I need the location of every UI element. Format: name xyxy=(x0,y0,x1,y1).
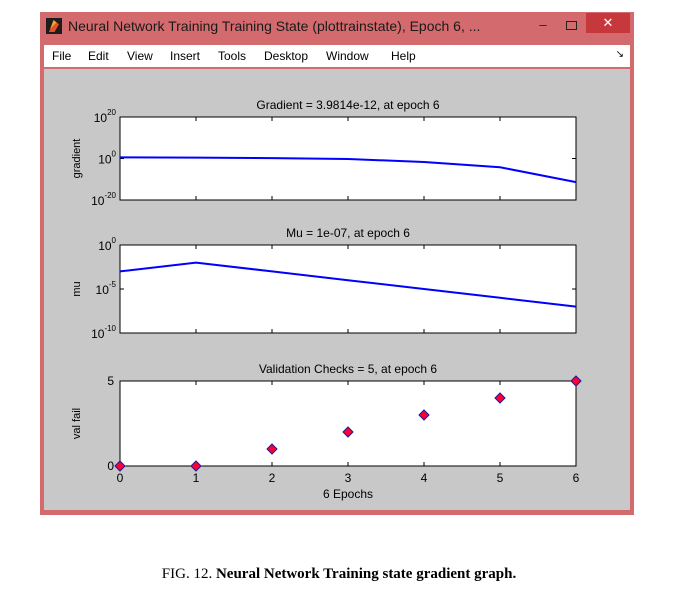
training-state-charts: Gradient = 3.9814e-12, at epoch 6 gradien… xyxy=(71,98,582,501)
dock-arrow-icon[interactable]: ↘ xyxy=(615,49,624,60)
close-button[interactable]: ✕ xyxy=(586,13,630,33)
y-tick-label-2-0: 100 xyxy=(98,236,116,253)
x-tick-label-3-2: 2 xyxy=(269,471,276,485)
y-tick-label-2-2: 10-10 xyxy=(91,324,116,341)
menu-file[interactable]: File xyxy=(52,49,72,63)
axes-2 xyxy=(119,244,577,334)
data-point-3 xyxy=(342,426,354,438)
caption-text: Neural Network Training state gradient g… xyxy=(215,566,517,582)
chart-title-3: Validation Checks = 5, at epoch 6 xyxy=(259,362,438,376)
menu-window[interactable]: Window xyxy=(326,49,369,63)
matlab-icon xyxy=(46,18,62,34)
window-title: Neural Network Training Training State (… xyxy=(68,18,481,34)
data-point-4 xyxy=(418,409,430,421)
data-point-5 xyxy=(494,392,506,404)
figure-caption: FIG. 12. Neural Network Training state g… xyxy=(0,566,678,583)
y-tick-label-3-1: 5 xyxy=(107,374,114,388)
data-point-6 xyxy=(570,375,582,387)
maximize-button[interactable] xyxy=(558,18,584,34)
minimize-button[interactable]: – xyxy=(539,17,547,32)
menu-bar: File Edit View Insert Tools Desktop Wind… xyxy=(44,45,630,67)
maximize-icon xyxy=(565,21,577,30)
data-point-0 xyxy=(114,460,126,472)
menu-insert[interactable]: Insert xyxy=(170,49,201,63)
x-tick-label-3-3: 3 xyxy=(345,471,352,485)
x-tick-label-3-5: 5 xyxy=(497,471,504,485)
menu-desktop[interactable]: Desktop xyxy=(264,49,309,63)
y-axis-label-2: mu xyxy=(71,281,83,296)
series-line-2 xyxy=(119,261,577,308)
x-tick-label-3-1: 1 xyxy=(193,471,200,485)
menu-help[interactable]: Help xyxy=(391,49,416,63)
menu-tools[interactable]: Tools xyxy=(218,49,247,63)
y-tick-label-3-0: 0 xyxy=(107,459,114,473)
data-point-1 xyxy=(190,460,202,472)
chart-title-2: Mu = 1e-07, at epoch 6 xyxy=(286,226,410,240)
y-tick-label-1-2: 10-20 xyxy=(91,191,116,208)
x-tick-label-3-6: 6 xyxy=(573,471,580,485)
x-axis-label-3: 6 Epochs xyxy=(323,487,373,501)
y-tick-label-1-1: 100 xyxy=(98,150,116,167)
caption-prefix: FIG. 12. xyxy=(161,566,213,582)
y-axis-label-1: gradient xyxy=(71,139,83,179)
y-tick-label-1-0: 1020 xyxy=(94,108,117,125)
y-tick-label-2-1: 10-5 xyxy=(96,280,117,297)
menu-edit[interactable]: Edit xyxy=(88,49,109,63)
series-line-1 xyxy=(119,156,577,184)
y-axis-label-3: val fail xyxy=(71,408,83,439)
chart-title-1: Gradient = 3.9814e-12, at epoch 6 xyxy=(256,98,439,112)
data-point-2 xyxy=(266,443,278,455)
menu-view[interactable]: View xyxy=(127,49,153,63)
x-tick-label-3-0: 0 xyxy=(117,471,124,485)
x-tick-label-3-4: 4 xyxy=(421,471,428,485)
axes-3 xyxy=(119,380,577,467)
title-bar[interactable]: Neural Network Training Training State (… xyxy=(40,12,634,42)
